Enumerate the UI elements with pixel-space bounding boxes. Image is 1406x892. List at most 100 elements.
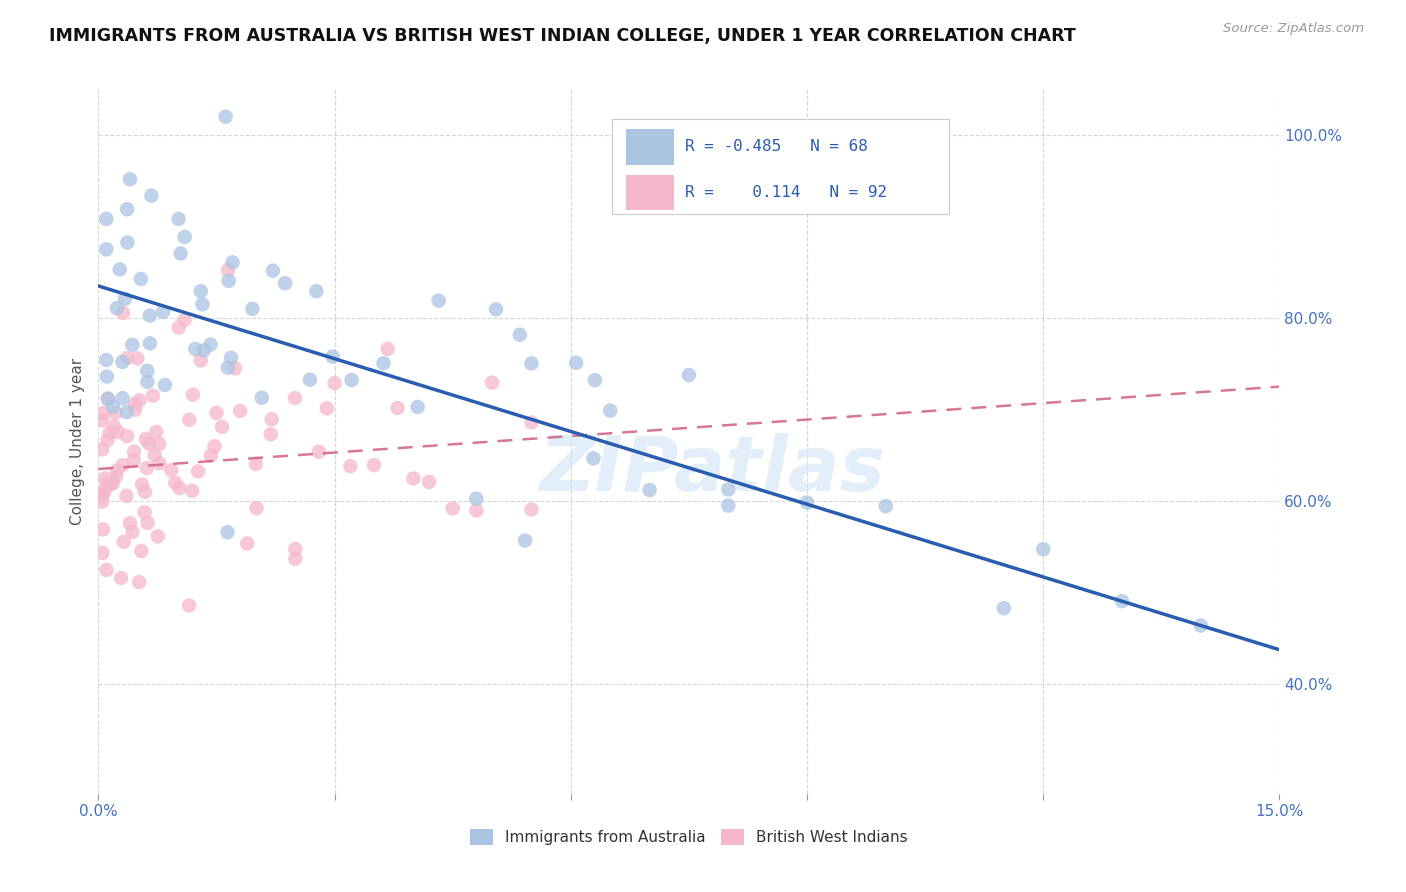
- Text: Source: ZipAtlas.com: Source: ZipAtlas.com: [1223, 22, 1364, 36]
- Point: [339, 459, 361, 474]
- Point: [97, 391, 120, 405]
- Point: [114, 292, 136, 306]
- Point: [193, 343, 215, 358]
- Point: [717, 483, 740, 497]
- Text: IMMIGRANTS FROM AUSTRALIA VS BRITISH WEST INDIAN COLLEGE, UNDER 1 YEAR CORRELATI: IMMIGRANTS FROM AUSTRALIA VS BRITISH WES…: [49, 27, 1076, 45]
- Point: [91, 442, 114, 457]
- Point: [179, 413, 201, 427]
- Point: [262, 263, 284, 277]
- Point: [169, 481, 191, 495]
- Point: [298, 373, 321, 387]
- Point: [167, 320, 190, 334]
- Point: [96, 369, 118, 384]
- Point: [406, 400, 429, 414]
- Point: [218, 274, 240, 288]
- Point: [122, 444, 145, 458]
- Point: [91, 413, 114, 427]
- Y-axis label: College, Under 1 year: College, Under 1 year: [70, 358, 86, 525]
- Point: [214, 110, 236, 124]
- Point: [190, 284, 212, 298]
- Point: [124, 403, 146, 417]
- Point: [115, 405, 138, 419]
- Point: [224, 361, 246, 376]
- Point: [323, 376, 346, 391]
- Point: [118, 172, 141, 186]
- Point: [142, 389, 165, 403]
- Point: [141, 188, 163, 202]
- Point: [217, 263, 239, 277]
- Point: [122, 453, 145, 467]
- Point: [373, 356, 395, 370]
- Point: [105, 469, 128, 483]
- Point: [145, 425, 167, 439]
- Point: [184, 342, 207, 356]
- Point: [315, 401, 337, 416]
- Point: [104, 406, 127, 420]
- Point: [169, 246, 191, 260]
- Point: [236, 536, 259, 550]
- Point: [165, 475, 187, 490]
- Point: [638, 483, 661, 497]
- Point: [1032, 542, 1054, 557]
- Point: [260, 427, 283, 442]
- Point: [465, 491, 488, 506]
- Point: [107, 425, 129, 439]
- Point: [121, 338, 143, 352]
- Point: [111, 355, 134, 369]
- Point: [128, 575, 150, 590]
- Point: [481, 376, 503, 390]
- Point: [167, 211, 190, 226]
- Point: [717, 499, 740, 513]
- Point: [221, 255, 243, 269]
- Point: [217, 525, 239, 540]
- Point: [91, 546, 114, 560]
- Point: [340, 373, 363, 387]
- Point: [520, 502, 543, 516]
- Point: [112, 534, 135, 549]
- Point: [96, 243, 118, 257]
- Point: [124, 397, 146, 411]
- Point: [465, 503, 488, 517]
- Point: [148, 437, 170, 451]
- Point: [520, 356, 543, 370]
- Point: [205, 406, 228, 420]
- Point: [187, 464, 209, 478]
- Point: [284, 551, 307, 566]
- Point: [128, 393, 150, 408]
- Point: [418, 475, 440, 489]
- Point: [153, 378, 176, 392]
- FancyBboxPatch shape: [626, 129, 673, 165]
- Point: [143, 448, 166, 462]
- Point: [115, 202, 138, 217]
- Point: [204, 439, 226, 453]
- Point: [402, 471, 425, 485]
- Point: [191, 297, 214, 311]
- FancyBboxPatch shape: [626, 175, 673, 211]
- Legend: Immigrants from Australia, British West Indians: Immigrants from Australia, British West …: [465, 824, 912, 850]
- Point: [136, 516, 159, 530]
- Point: [134, 505, 156, 519]
- Text: R = -0.485   N = 68: R = -0.485 N = 68: [685, 139, 869, 154]
- Point: [91, 406, 114, 420]
- Point: [121, 524, 143, 539]
- Point: [240, 301, 263, 316]
- Point: [100, 477, 122, 491]
- Point: [139, 336, 162, 351]
- Point: [96, 353, 118, 368]
- Point: [105, 463, 128, 477]
- FancyBboxPatch shape: [612, 119, 949, 214]
- Point: [148, 456, 170, 470]
- Point: [136, 364, 159, 378]
- Point: [96, 211, 118, 226]
- Point: [250, 391, 273, 405]
- Point: [875, 499, 897, 513]
- Point: [173, 230, 195, 244]
- Point: [138, 436, 160, 450]
- Point: [115, 429, 138, 443]
- Point: [136, 375, 159, 389]
- Point: [91, 488, 114, 502]
- Point: [284, 541, 307, 556]
- Point: [105, 301, 128, 315]
- Point: [117, 235, 139, 250]
- Point: [377, 342, 399, 356]
